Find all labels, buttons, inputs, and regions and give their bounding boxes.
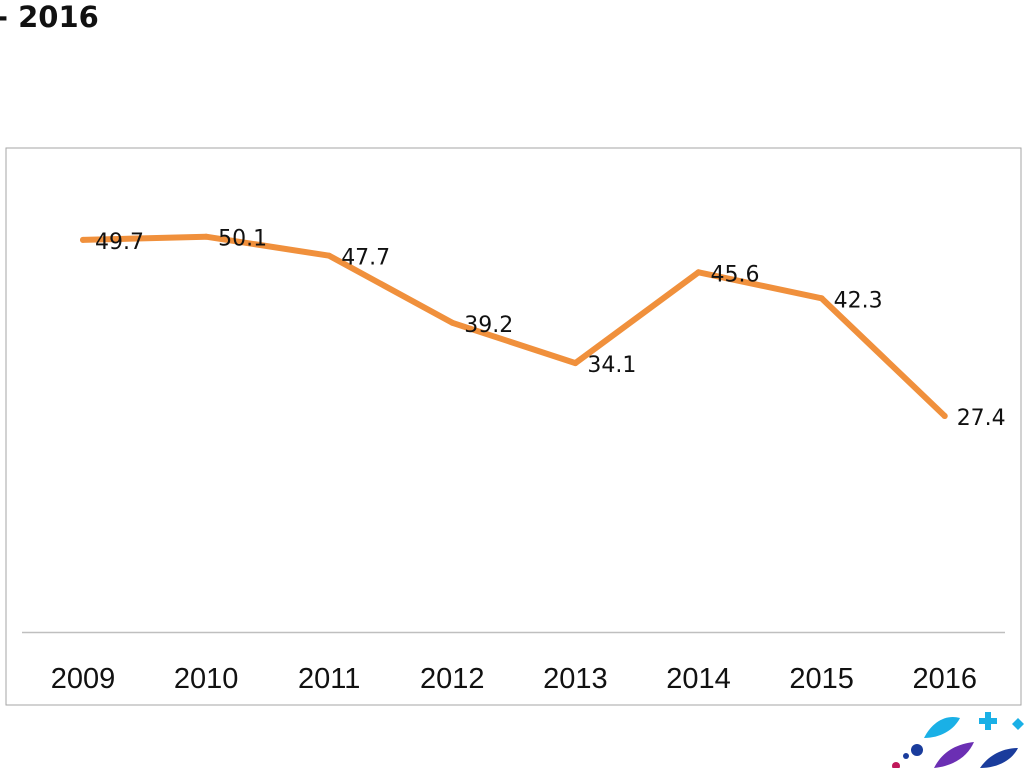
x-tick-label: 2012 [420,663,485,695]
data-label: 50.1 [218,227,267,252]
data-point [941,413,948,419]
dot-small-icon [903,753,909,759]
leaf-navy-icon [980,748,1018,768]
leaf-cyan-icon [924,716,960,738]
colorful-leaves-logo-icon [892,712,1024,768]
dot-navy-icon [911,744,923,756]
data-point [818,295,825,302]
data-point [80,236,86,243]
series-layer [80,233,948,419]
diamond-icon [1012,718,1024,730]
series-line [80,233,948,419]
x-tick-label: 2016 [912,663,977,695]
x-tick-label: 2010 [174,663,239,695]
x-tick-label: 2015 [789,663,854,695]
data-label: 27.4 [957,406,1006,431]
dot-magenta-icon [892,762,900,768]
chart-frame [5,147,1022,706]
data-point [326,252,333,259]
slide-title: - 2016 [0,0,99,34]
data-point [449,319,456,326]
data-label: 42.3 [834,288,883,313]
plus-icon [979,712,997,730]
data-label: 39.2 [464,313,513,338]
data-label: 47.7 [341,246,390,271]
data-point [695,269,702,276]
data-label: 45.6 [711,262,760,287]
leaf-purple-icon [934,742,974,768]
data-label-layer: 49.7 50.1 47.7 39.2 34.1 45.6 42.3 27.4 [95,227,1006,431]
x-tick-label: 2011 [298,663,360,695]
data-point [572,360,579,367]
x-tick-label: 2014 [666,663,731,695]
data-label: 49.7 [95,230,144,255]
x-tick-layer: 2009 2010 2011 2012 2013 2014 2015 2016 [51,663,977,695]
x-tick-label: 2009 [51,663,116,695]
x-tick-label: 2013 [543,663,608,695]
data-label: 34.1 [587,353,636,378]
data-point [203,233,210,240]
